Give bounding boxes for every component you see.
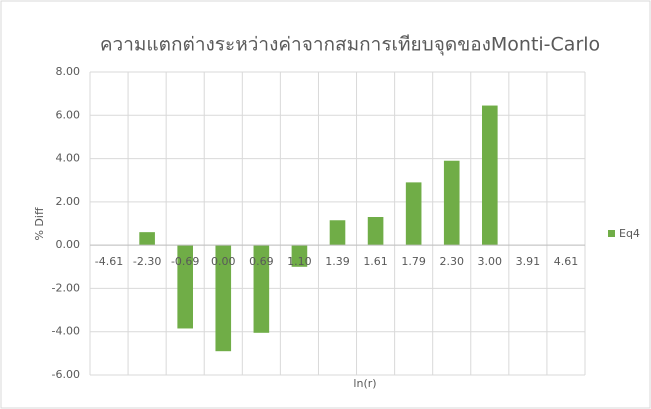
- x-tick-label: 3.91: [516, 255, 541, 268]
- bar: [329, 220, 346, 246]
- x-tick-label: 1.61: [363, 255, 388, 268]
- bar: [367, 217, 384, 246]
- bar: [253, 245, 270, 333]
- y-tick-label: 6.00: [56, 108, 81, 121]
- legend-label: Eq4: [619, 227, 640, 240]
- y-tick-label: -6.00: [52, 368, 80, 381]
- y-tick-label: -2.00: [52, 281, 80, 294]
- bar: [405, 182, 422, 246]
- x-tick-label: 1.39: [325, 255, 350, 268]
- x-tick-label: 1.10: [287, 255, 312, 268]
- bar: [215, 245, 232, 352]
- y-tick-label: 2.00: [56, 195, 81, 208]
- x-tick-label: 0.00: [211, 255, 236, 268]
- x-axis-label: ln(r): [353, 377, 376, 390]
- x-tick-label: -4.61: [95, 255, 123, 268]
- legend-swatch: [608, 230, 615, 237]
- x-tick-label: -0.69: [171, 255, 199, 268]
- bar: [291, 245, 308, 267]
- chart-title: ความแตกต่างระหว่างค่าจากสมการเทียบจุดของ…: [100, 34, 600, 57]
- x-tick-label: 2.30: [439, 255, 464, 268]
- bar: [139, 232, 155, 246]
- x-tick-label: 4.61: [554, 255, 579, 268]
- y-tick-label: 4.00: [56, 152, 81, 165]
- x-tick-label: -2.30: [133, 255, 161, 268]
- y-tick-label: -4.00: [52, 325, 80, 338]
- x-tick-label: 0.69: [249, 255, 274, 268]
- y-axis-label: % Diff: [33, 207, 46, 240]
- y-tick-label: 0.00: [56, 238, 81, 251]
- bar: [482, 105, 498, 246]
- x-tick-label: 3.00: [478, 255, 503, 268]
- bar: [177, 245, 193, 329]
- bar: [443, 160, 460, 246]
- x-tick-label: 1.79: [401, 255, 426, 268]
- y-tick-label: 8.00: [56, 65, 81, 78]
